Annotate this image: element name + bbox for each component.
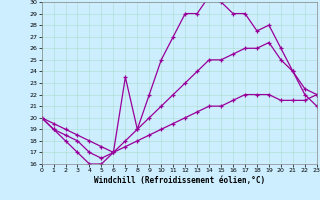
X-axis label: Windchill (Refroidissement éolien,°C): Windchill (Refroidissement éolien,°C) — [94, 176, 265, 185]
